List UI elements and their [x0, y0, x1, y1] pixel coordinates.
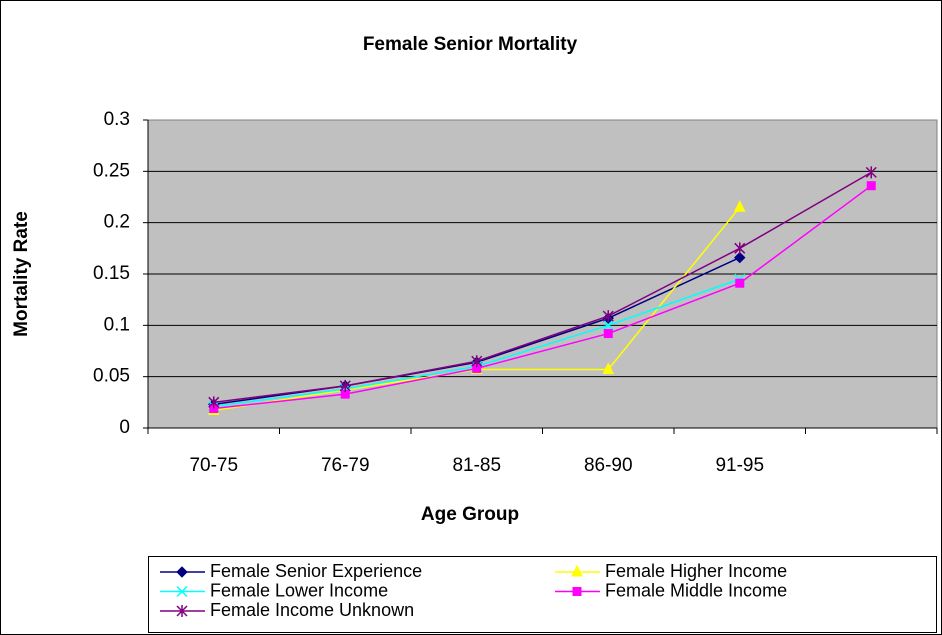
series-line	[213, 171, 872, 404]
legend-marker	[176, 585, 188, 598]
legend-label: Female Senior Experience	[210, 561, 422, 581]
y-tick-label: 0	[119, 417, 130, 438]
legend-label: Female Middle Income	[605, 580, 787, 600]
y-tick-label: 0.1	[104, 314, 130, 335]
series-line	[213, 185, 872, 410]
data-point	[603, 329, 613, 339]
legend-marker	[571, 564, 583, 577]
chart-title: Female Senior Mortality	[363, 34, 578, 55]
data-point	[471, 355, 483, 368]
legend-label: Female Higher Income	[605, 561, 787, 581]
x-tick-label: 76-79	[321, 455, 370, 476]
legend-label: Female Lower Income	[210, 580, 388, 600]
y-tick-label: 0.2	[104, 212, 130, 233]
x-axis-label: Age Group	[421, 504, 519, 525]
y-tick-label: 0.3	[104, 109, 130, 130]
x-tick-label: 91-95	[715, 455, 764, 476]
y-axis-label: Mortality Rate	[11, 211, 32, 337]
data-point	[602, 319, 614, 331]
data-point	[602, 310, 614, 323]
legend	[148, 556, 937, 633]
legend-marker	[572, 587, 582, 596]
data-point	[733, 200, 746, 212]
y-tick-label: 0.15	[93, 263, 130, 284]
legend-marker	[176, 605, 188, 617]
x-tick-label: 70-75	[189, 455, 238, 476]
y-tick-label: 0.05	[93, 366, 130, 387]
legend-label: Female Income Unknown	[210, 600, 414, 620]
data-point	[734, 251, 746, 264]
legend-marker	[176, 566, 188, 578]
data-point	[208, 396, 220, 409]
x-tick-label: 81-85	[452, 455, 501, 476]
data-point	[866, 181, 876, 191]
data-point	[734, 242, 746, 255]
x-tick-label: 86-90	[584, 455, 633, 476]
data-point	[602, 362, 615, 374]
data-point	[735, 278, 745, 288]
data-point	[865, 166, 877, 179]
y-tick-label: 0.25	[93, 160, 130, 181]
data-point	[339, 379, 351, 392]
